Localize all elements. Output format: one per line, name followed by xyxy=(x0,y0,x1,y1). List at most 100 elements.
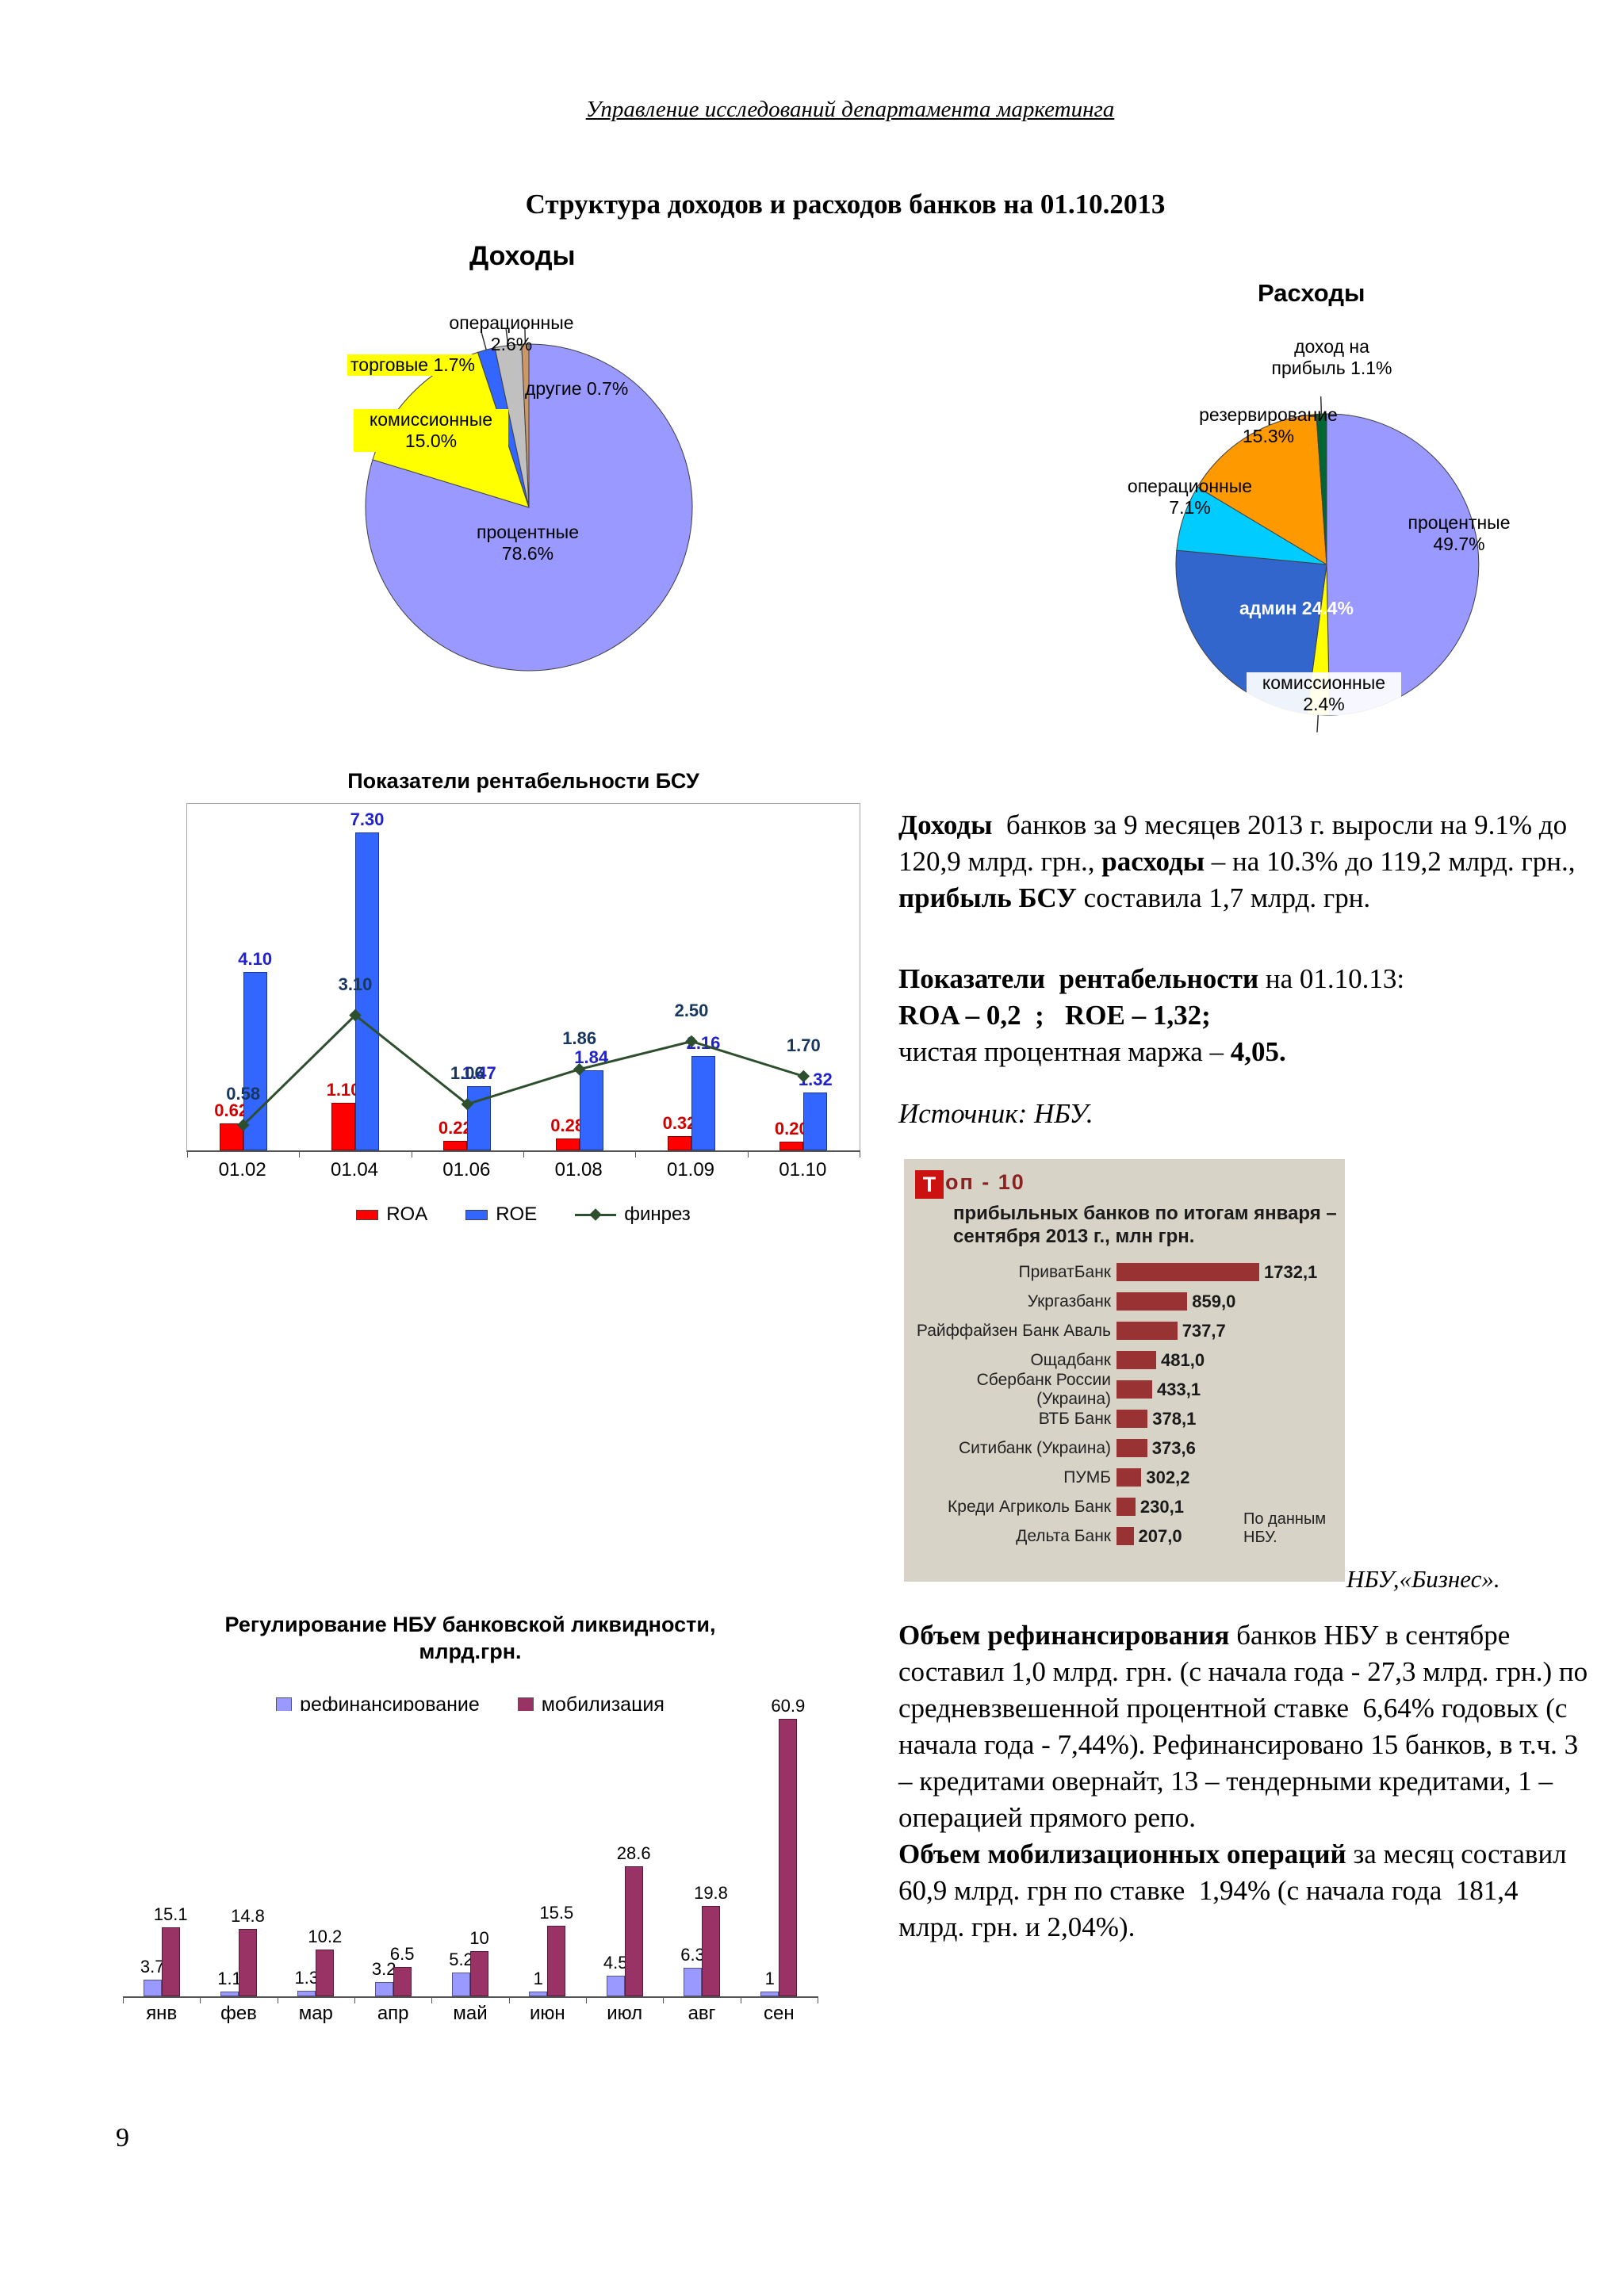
bar-мобилизация-апр xyxy=(393,1966,412,1996)
bar-value-label: 14.8 xyxy=(231,1905,265,1926)
top10-bank-name: Креди Агриколь Банк xyxy=(948,1497,1111,1516)
bar-value-label: 1.32 xyxy=(798,1070,833,1090)
top10-badge-icon: Т xyxy=(915,1170,944,1199)
income-pie-label-other: другие 0.7% xyxy=(525,378,629,399)
profitability-paragraph: Показатели рентабельности на 01.10.13: R… xyxy=(898,963,1405,1067)
pie-leader-line xyxy=(1316,714,1320,733)
bar-value-label: 4.5 xyxy=(603,1953,628,1973)
top10-bar xyxy=(1116,1527,1134,1545)
category-label-авг: авг xyxy=(688,2003,716,2024)
bar-рефинансирование-июн xyxy=(529,1992,548,1996)
bar-мобилизация-авг xyxy=(702,1906,720,1996)
line-value-label: 0.58 xyxy=(226,1084,261,1104)
bar-ROE-01.06 xyxy=(467,1086,492,1150)
top10-value: 859,0 xyxy=(1192,1291,1236,1311)
bar-value-label: 1.84 xyxy=(574,1047,609,1067)
line-value-label: 2.50 xyxy=(674,1000,709,1020)
category-label-янв: янв xyxy=(146,2003,178,2024)
liquidity-plot-area: 3.7 1.1 1.3 3.2 5.2 1 4.5 6.3 1 15.1 14.8 10.2 6.5 10… xyxy=(123,1696,818,2003)
top10-row: Дельта Банк 207,0 xyxy=(904,1521,1345,1551)
category-label-фев: фев xyxy=(220,2003,257,2024)
top10-row: Укргазбанк 859,0 xyxy=(904,1287,1345,1316)
axis-tick xyxy=(299,1150,301,1158)
bar-мобилизация-янв xyxy=(161,1927,180,1996)
line-value-label: 1.86 xyxy=(562,1027,597,1048)
bar-рефинансирование-сен xyxy=(760,1992,779,1996)
bar-ROE-01.02 xyxy=(243,971,267,1150)
bar-рефинансирование-мар xyxy=(297,1990,316,1996)
top10-bank-name: Ситибанк (Украина) xyxy=(958,1438,1111,1457)
profitability-chart-title: Показатели рентабельности БСУ xyxy=(347,769,699,793)
top10-bar xyxy=(1116,1380,1152,1399)
top10-row: Ощадбанк 481,0 xyxy=(904,1345,1345,1375)
expense-pie-label-reserves: резервирование 15.3% xyxy=(1199,404,1338,446)
top10-bar xyxy=(1116,1263,1259,1281)
top10-bank-name: Сбербанк России (Украина) xyxy=(976,1370,1111,1408)
category-label-01.09: 01.09 xyxy=(666,1159,715,1181)
top10-value: 207,0 xyxy=(1138,1525,1182,1546)
bar-value-label: 5.2 xyxy=(449,1950,473,1970)
top10-rows: ПриватБанк 1732,1 Укргазбанк 859,0 Райффайзе… xyxy=(904,1257,1345,1551)
pie-leader-line xyxy=(481,332,487,350)
bar-рефинансирование-фев xyxy=(220,1991,239,1996)
bar-value-label: 3.2 xyxy=(371,1958,396,1979)
category-label-сен: сен xyxy=(763,2003,795,2024)
bar-ROA-01.09 xyxy=(668,1136,691,1150)
top10-row: Райффайзен Банк Аваль 737,7 xyxy=(904,1316,1345,1345)
bar-value-label: 6.5 xyxy=(389,1943,415,1964)
bar-ROA-01.10 xyxy=(779,1142,804,1150)
bar-ROA-01.08 xyxy=(555,1138,580,1150)
bar-ROE-01.08 xyxy=(579,1070,603,1150)
finrez-line-marker-icon xyxy=(575,1208,617,1221)
top10-row: ВТБ Банк 378,1 xyxy=(904,1404,1345,1433)
top10-value: 302,2 xyxy=(1146,1467,1190,1487)
top10-bank-name: ВТБ Банк xyxy=(1038,1409,1111,1428)
category-label-апр: апр xyxy=(377,2003,409,2024)
category-label-мар: мар xyxy=(298,2003,333,2024)
bar-ROA-01.04 xyxy=(331,1102,355,1150)
axis-tick xyxy=(431,1996,433,2003)
top10-bank-name: ПриватБанк xyxy=(1018,1262,1111,1281)
pie-slice-income-pie-0 xyxy=(365,343,693,672)
liquidity-category-axis: янв фев мар апр май июн июл авг сен xyxy=(123,2003,818,2028)
bar-рефинансирование-янв xyxy=(143,1979,162,1996)
bar-value-label: 19.8 xyxy=(694,1883,728,1904)
source-line: Источник: НБУ. xyxy=(898,1098,1094,1129)
pie-slice-expense-pie-5 xyxy=(1316,413,1327,565)
top10-value: 373,6 xyxy=(1151,1437,1196,1458)
axis-tick xyxy=(586,1996,587,2003)
pie-leader-line xyxy=(1320,396,1323,415)
profitability-plot-area: 0.62 1.10 0.22 0.28 0.32 0.20 4.10 7.30 1.47 1.84… xyxy=(186,803,860,1158)
top10-value: 1732,1 xyxy=(1264,1261,1318,1282)
axis-tick xyxy=(663,1996,665,2003)
pie-leader-line xyxy=(505,327,509,346)
expense-pie-title: Расходы xyxy=(1258,279,1365,307)
axis-tick xyxy=(123,1996,124,2003)
expense-pie-label-operating: операционные 7.1% xyxy=(1127,476,1253,518)
axis-tick xyxy=(354,1996,355,2003)
income-pie-label-operating: операционные 2.6% xyxy=(449,312,574,354)
bar-value-label: 3.7 xyxy=(140,1956,165,1976)
top10-bar xyxy=(1116,1468,1142,1487)
category-label-01.06: 01.06 xyxy=(442,1159,491,1181)
bar-ROA-01.06 xyxy=(443,1140,468,1150)
bar-мобилизация-июн xyxy=(547,1925,566,1996)
legend-label-roa: ROA xyxy=(386,1203,428,1225)
expense-pie-label-admin: админ 24.4% xyxy=(1239,598,1354,618)
bar-value-label: 10.2 xyxy=(308,1927,343,1947)
legend-item-roe: ROE xyxy=(465,1203,537,1226)
bar-рефинансирование-апр xyxy=(374,1981,393,1996)
category-label-июн: июн xyxy=(529,2003,565,2024)
axis-tick xyxy=(635,1150,637,1158)
top10-bar xyxy=(1116,1322,1178,1340)
income-pie-label-interest: процентные 78.6% xyxy=(476,522,579,564)
top10-row: ПУМБ 302,2 xyxy=(904,1463,1345,1492)
top10-row: Креди Агриколь Банк 230,1 xyxy=(904,1492,1345,1521)
bar-value-label: 28.6 xyxy=(616,1843,651,1863)
axis-tick xyxy=(523,1150,524,1158)
bar-value-label: 6.3 xyxy=(680,1944,705,1965)
line-value-label: 3.10 xyxy=(338,974,373,994)
profitability-legend: ROA ROE финрез xyxy=(186,1203,860,1226)
line-value-label: 1.06 xyxy=(450,1062,485,1083)
